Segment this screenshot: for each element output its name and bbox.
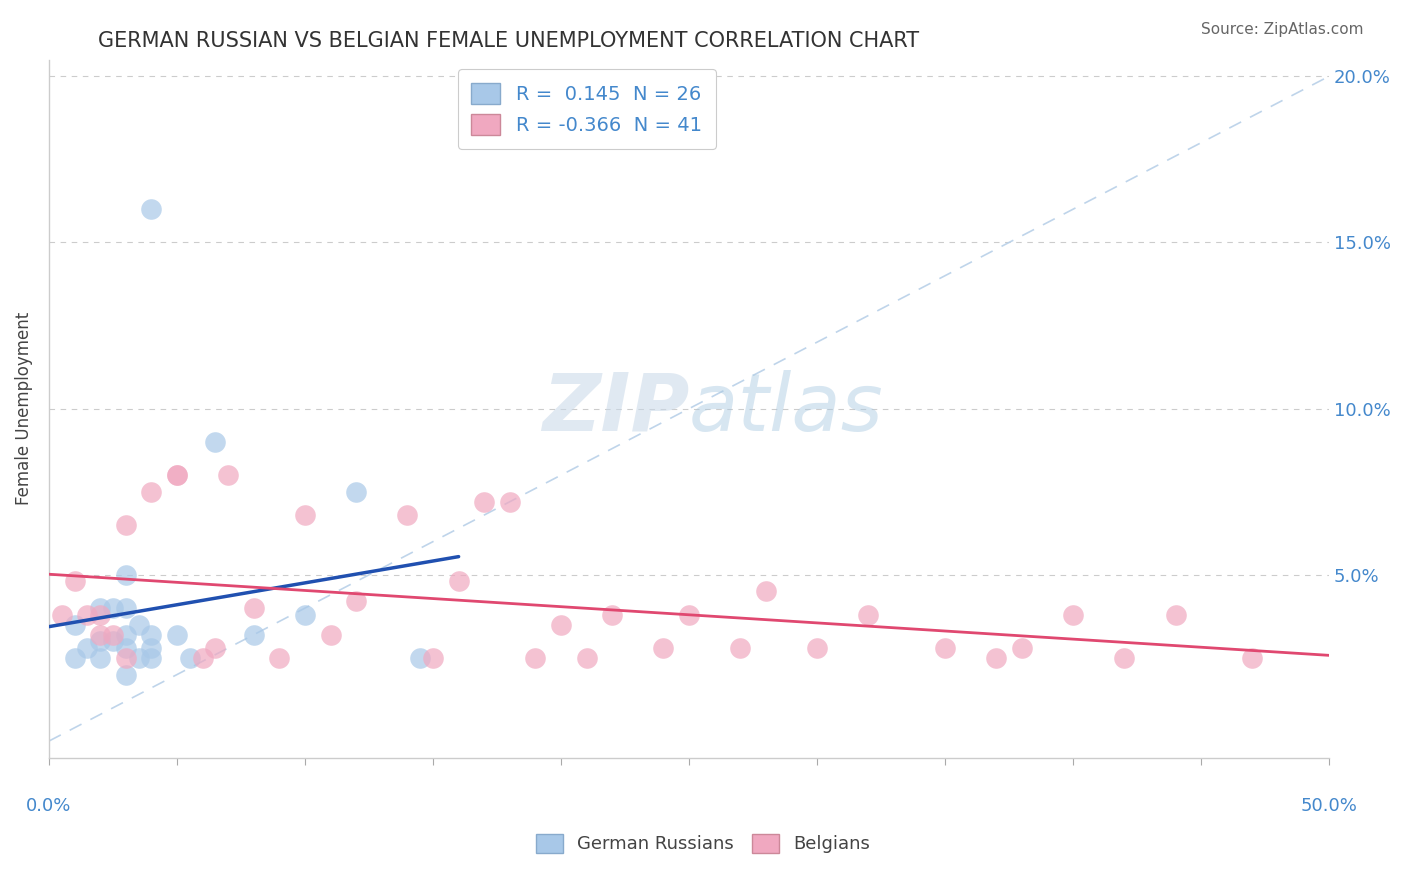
Point xyxy=(1011,640,1033,655)
Point xyxy=(128,617,150,632)
Point xyxy=(76,607,98,622)
Point xyxy=(114,667,136,681)
Point xyxy=(319,628,342,642)
Point xyxy=(678,607,700,622)
Point xyxy=(243,601,266,615)
Point xyxy=(600,607,623,622)
Point xyxy=(89,651,111,665)
Point xyxy=(409,651,432,665)
Point xyxy=(294,607,316,622)
Y-axis label: Female Unemployment: Female Unemployment xyxy=(15,312,32,505)
Text: atlas: atlas xyxy=(689,369,884,448)
Point xyxy=(294,508,316,522)
Point xyxy=(524,651,547,665)
Point xyxy=(204,640,226,655)
Point xyxy=(114,567,136,582)
Point xyxy=(114,651,136,665)
Text: Source: ZipAtlas.com: Source: ZipAtlas.com xyxy=(1201,22,1364,37)
Text: 0.0%: 0.0% xyxy=(27,797,72,814)
Point xyxy=(89,607,111,622)
Point xyxy=(89,628,111,642)
Point xyxy=(575,651,598,665)
Point xyxy=(550,617,572,632)
Point xyxy=(499,494,522,508)
Point xyxy=(89,634,111,648)
Point xyxy=(1164,607,1187,622)
Point xyxy=(63,617,86,632)
Point xyxy=(396,508,419,522)
Point xyxy=(141,202,163,217)
Point xyxy=(128,651,150,665)
Point xyxy=(217,468,239,483)
Point xyxy=(51,607,73,622)
Point xyxy=(166,468,188,483)
Point xyxy=(63,574,86,589)
Point xyxy=(344,594,367,608)
Point xyxy=(76,640,98,655)
Point xyxy=(166,628,188,642)
Text: GERMAN RUSSIAN VS BELGIAN FEMALE UNEMPLOYMENT CORRELATION CHART: GERMAN RUSSIAN VS BELGIAN FEMALE UNEMPLO… xyxy=(98,31,920,51)
Point xyxy=(204,434,226,449)
Point xyxy=(1062,607,1084,622)
Point xyxy=(652,640,675,655)
Point xyxy=(141,484,163,499)
Point xyxy=(166,468,188,483)
Text: 50.0%: 50.0% xyxy=(1301,797,1358,814)
Point xyxy=(114,628,136,642)
Point xyxy=(269,651,291,665)
Point xyxy=(472,494,495,508)
Point xyxy=(344,484,367,499)
Point xyxy=(141,651,163,665)
Point xyxy=(141,640,163,655)
Point xyxy=(114,640,136,655)
Point xyxy=(934,640,956,655)
Point xyxy=(243,628,266,642)
Point xyxy=(63,651,86,665)
Point xyxy=(422,651,444,665)
Point xyxy=(114,518,136,533)
Point xyxy=(101,601,124,615)
Legend: German Russians, Belgians: German Russians, Belgians xyxy=(529,827,877,861)
Point xyxy=(89,601,111,615)
Point xyxy=(730,640,752,655)
Text: ZIP: ZIP xyxy=(541,369,689,448)
Point xyxy=(114,601,136,615)
Point xyxy=(755,584,778,599)
Legend: R =  0.145  N = 26, R = -0.366  N = 41: R = 0.145 N = 26, R = -0.366 N = 41 xyxy=(458,70,716,149)
Point xyxy=(1241,651,1264,665)
Point xyxy=(986,651,1008,665)
Point xyxy=(179,651,201,665)
Point xyxy=(447,574,470,589)
Point xyxy=(1114,651,1136,665)
Point xyxy=(858,607,880,622)
Point xyxy=(101,628,124,642)
Point xyxy=(141,628,163,642)
Point xyxy=(191,651,214,665)
Point xyxy=(806,640,828,655)
Point xyxy=(101,634,124,648)
